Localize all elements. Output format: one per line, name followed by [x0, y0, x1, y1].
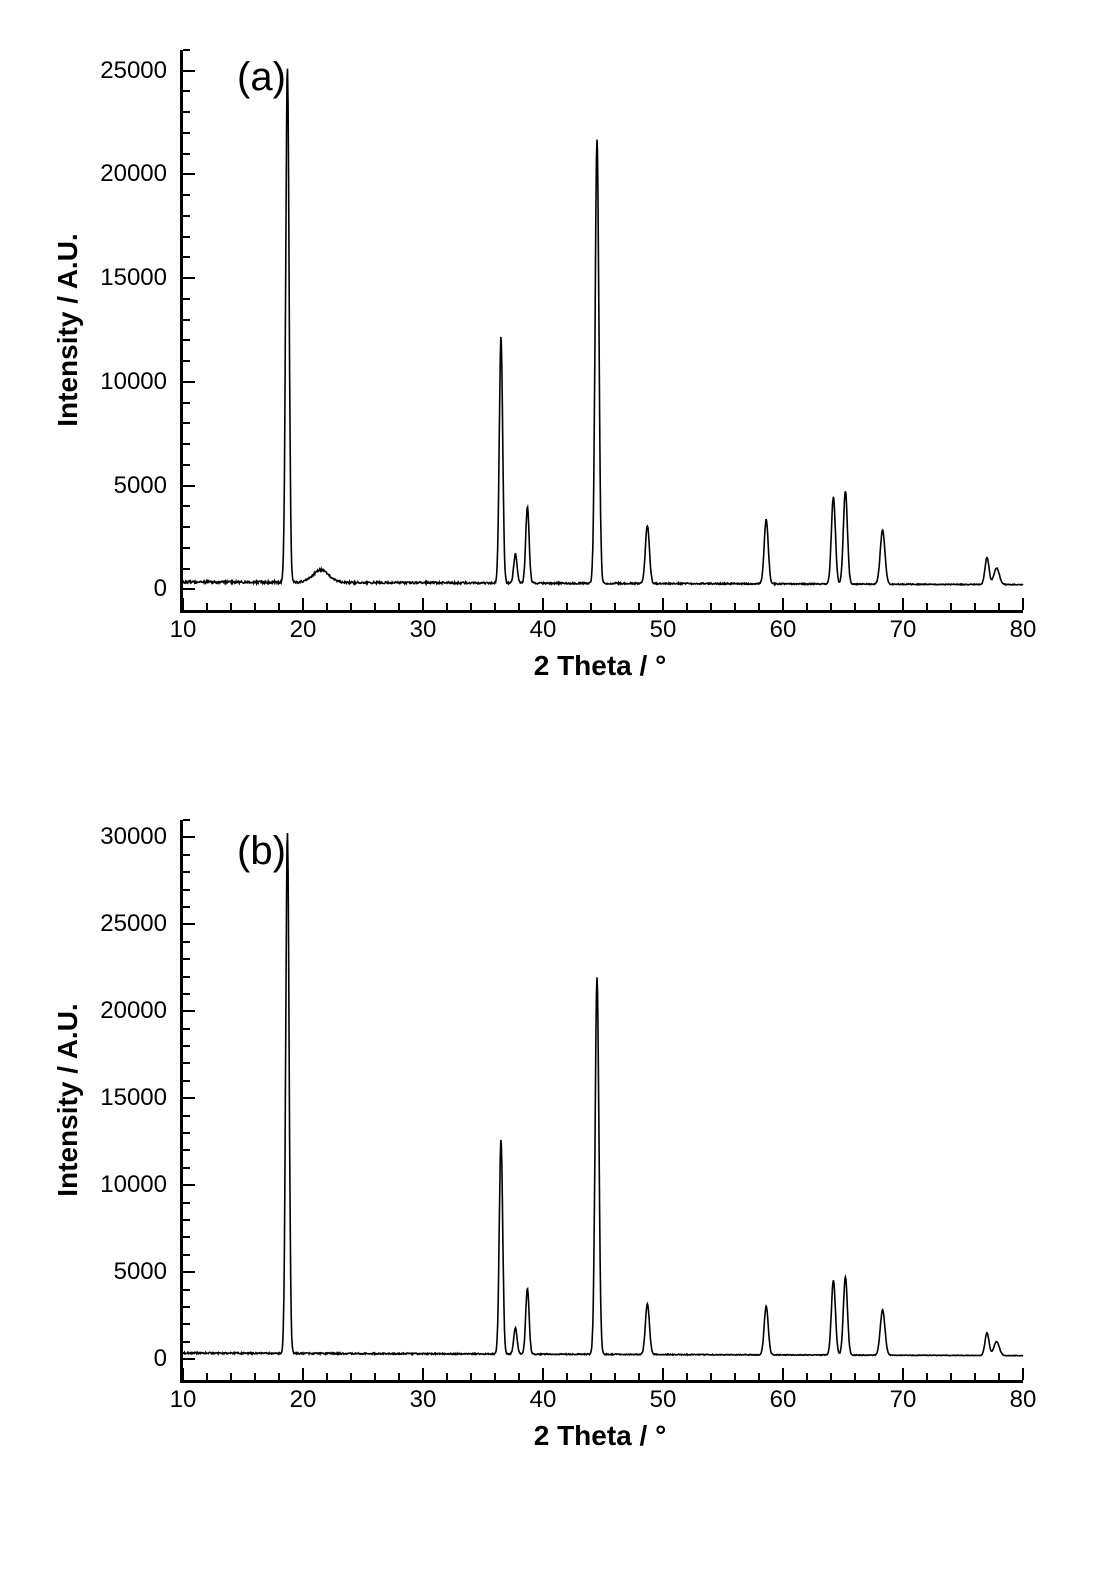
y-tick-label: 25000 [100, 57, 167, 85]
y-tick-label: 15000 [100, 1084, 167, 1112]
y-tick-label: 15000 [100, 264, 167, 292]
x-tick-label: 50 [650, 1386, 677, 1414]
x-tick-label: 40 [530, 616, 557, 644]
x-tick-label: 30 [410, 1386, 437, 1414]
plot-area-b: 1020304050607080050001000015000200002500… [180, 820, 1023, 1383]
x-axis-label: 2 Theta / ° [180, 650, 1020, 730]
y-tick-label: 5000 [114, 472, 167, 500]
panel-a: 10 20 30 40 50 60 70 80 0 5000 10000 15000 20000 2500… [40, 30, 1060, 730]
x-tick-label: 70 [890, 616, 917, 644]
x-tick-label: 20 [290, 1386, 317, 1414]
panel-letter: (a) [237, 55, 286, 100]
plot-area-a: 1020304050607080050001000015000200002500… [180, 50, 1023, 613]
panel-letter: (b) [237, 829, 286, 874]
x-axis-label: 2 Theta / ° [180, 1420, 1020, 1500]
x-tick-label: 80 [1010, 1386, 1037, 1414]
x-tick-label: 60 [770, 616, 797, 644]
y-tick-label: 10000 [100, 368, 167, 396]
y-tick-label: 20000 [100, 997, 167, 1025]
y-tick-label: 5000 [114, 1258, 167, 1286]
xrd-trace [183, 820, 1023, 1380]
y-tick-label: 25000 [100, 910, 167, 938]
y-tick-label: 0 [154, 575, 167, 603]
y-tick-label: 10000 [100, 1171, 167, 1199]
panel-b: 10 20 30 40 50 60 70 80 0 5000 10000 15000 20000 2500… [40, 800, 1060, 1500]
x-tick-label: 10 [170, 1386, 197, 1414]
x-tick-label: 60 [770, 1386, 797, 1414]
y-axis-label: Intensity / A.U. [52, 1003, 84, 1196]
y-tick-label: 20000 [100, 160, 167, 188]
x-tick-label: 80 [1010, 616, 1037, 644]
x-tick-label: 10 [170, 616, 197, 644]
xrd-trace [183, 50, 1023, 610]
y-tick-label: 0 [154, 1345, 167, 1373]
xrd-figure: 10 20 30 40 50 60 70 80 0 5000 10000 15000 20000 2500… [0, 0, 1098, 1575]
y-axis-label: Intensity / A.U. [52, 233, 84, 426]
x-tick-label: 20 [290, 616, 317, 644]
x-tick-label: 30 [410, 616, 437, 644]
y-tick-label: 30000 [100, 823, 167, 851]
x-tick-label: 50 [650, 616, 677, 644]
x-tick-label: 70 [890, 1386, 917, 1414]
x-tick-label: 40 [530, 1386, 557, 1414]
